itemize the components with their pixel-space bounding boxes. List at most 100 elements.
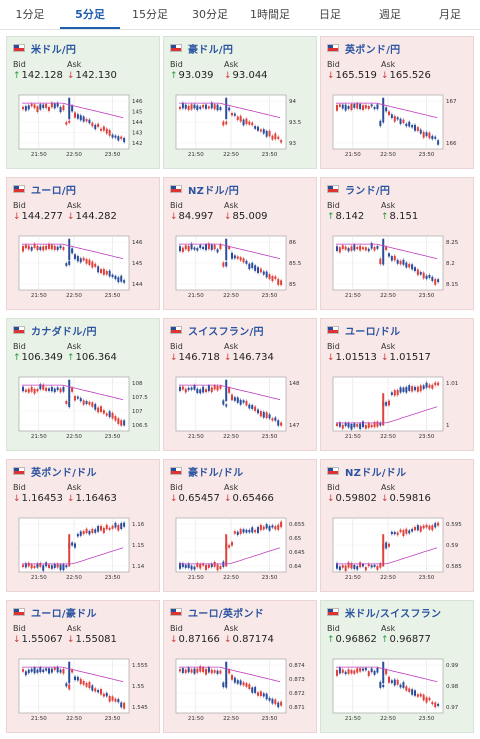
price-chart[interactable]: 1.555 1.55 1.545 21:50 22:50 23:50 — [17, 657, 151, 729]
pair-name[interactable]: 豪ドル/ドル — [188, 467, 244, 479]
candle — [251, 527, 254, 533]
candle — [213, 104, 216, 110]
moving-average-line — [22, 384, 124, 401]
candle — [347, 562, 350, 568]
bid-value: 84.997 — [178, 211, 214, 222]
pair-name[interactable]: ユーロ/円 — [31, 185, 77, 197]
pair-name[interactable]: 英ポンド/ドル — [31, 467, 97, 479]
candle — [268, 274, 271, 279]
tab-6[interactable]: 日足 — [319, 8, 341, 21]
tab-5[interactable]: 1時間足 — [250, 8, 290, 21]
pair-name[interactable]: 英ポンド/円 — [345, 44, 401, 56]
candle — [59, 245, 62, 249]
candle — [210, 102, 213, 109]
candle — [367, 563, 370, 567]
ask-price: ↓85.009 — [224, 211, 278, 222]
candle — [402, 119, 405, 124]
currency-card[interactable]: ユーロ/英ポンド Bid Ask ↓0.87166 ↓0.87174 0.874 0.873… — [163, 600, 317, 733]
currency-card[interactable]: NZドル/ドル Bid Ask ↓0.59802 ↓0.59816 0.595 0.59 0.… — [320, 459, 474, 592]
candle — [59, 669, 62, 673]
candle — [385, 542, 388, 549]
candle — [97, 407, 100, 413]
price-chart[interactable]: 146 145 144 21:50 22:50 23:50 — [17, 234, 151, 306]
y-tick-label: 94 — [289, 99, 296, 105]
price-chart[interactable]: 0.99 0.98 0.97 21:50 22:50 23:50 — [331, 657, 465, 729]
currency-card[interactable]: 米ドル/円 Bid Ask ↑142.128 ↓142.130 146 145 144 143 1… — [6, 36, 160, 169]
price-chart[interactable]: 1.01 1 21:50 22:50 23:50 — [331, 375, 465, 447]
currency-card[interactable]: カナダドル/円 Bid Ask ↑106.349 ↑106.364 108 107.5 107… — [6, 318, 160, 451]
candle — [338, 247, 341, 253]
tab-4[interactable]: 30分足 — [192, 8, 228, 21]
price-chart[interactable]: 86 85.5 85 21:50 22:50 23:50 — [174, 234, 308, 306]
candle — [202, 386, 205, 393]
pair-name[interactable]: ランド/円 — [345, 185, 391, 197]
currency-card[interactable]: NZドル/円 Bid Ask ↓84.997 ↓85.009 86 85.5 85 21:50 2… — [163, 177, 317, 310]
price-chart[interactable]: 0.874 0.873 0.872 0.871 21:50 22:50 23:50 — [174, 657, 308, 729]
pair-name[interactable]: ユーロ/英ポンド — [188, 608, 265, 620]
currency-card[interactable]: 英ポンド/ドル Bid Ask ↓1.16453 ↓1.16463 1.16 1.15 1.1… — [6, 459, 160, 592]
candle — [265, 412, 268, 419]
tab-1[interactable]: 1分足 — [15, 8, 45, 21]
price-chart[interactable]: 108 107.5 107 106.5 21:50 22:50 23:50 — [17, 375, 151, 447]
ask-value: 144.282 — [75, 211, 117, 222]
candle — [102, 693, 105, 697]
candle — [274, 276, 277, 279]
flag-icon — [327, 185, 339, 193]
currency-card[interactable]: ユーロ/豪ドル Bid Ask ↓1.55067 ↓1.55081 1.555 1.55 1.… — [6, 600, 160, 733]
x-tick-label: 21:50 — [31, 434, 47, 440]
candle — [259, 129, 262, 132]
price-chart[interactable]: 0.595 0.59 0.585 21:50 22:50 23:50 — [331, 516, 465, 588]
currency-card[interactable]: 米ドル/スイスフラン Bid Ask ↑0.96862 ↑0.96877 0.99 0.98… — [320, 600, 474, 733]
y-tick-label: 93.5 — [289, 120, 302, 126]
currency-card[interactable]: スイスフラン/円 Bid Ask ↓146.718 ↓146.734 148 147 21:5… — [163, 318, 317, 451]
candle — [399, 387, 402, 393]
currency-card[interactable]: 豪ドル/ドル Bid Ask ↓0.65457 ↓0.65466 0.655 0.65 0.6… — [163, 459, 317, 592]
tab-7[interactable]: 週足 — [379, 8, 401, 21]
pair-name[interactable]: 豪ドル/円 — [188, 44, 234, 56]
price-chart[interactable]: 8.25 8.2 8.15 21:50 22:50 23:50 — [331, 234, 465, 306]
pair-name[interactable]: 米ドル/円 — [31, 44, 77, 56]
pair-name[interactable]: 米ドル/スイスフラン — [345, 608, 442, 620]
candle — [370, 424, 373, 428]
candle — [373, 564, 376, 567]
candle — [350, 563, 353, 569]
price-chart[interactable]: 1.16 1.15 1.14 21:50 22:50 23:50 — [17, 516, 151, 588]
currency-card[interactable]: ユーロ/円 Bid Ask ↓144.277 ↓144.282 146 145 144 21:5… — [6, 177, 160, 310]
price-chart[interactable]: 146 145 144 143 142 21:50 22:50 23:50 — [17, 93, 151, 165]
price-chart[interactable]: 0.655 0.65 0.645 0.64 21:50 22:50 23:50 — [174, 516, 308, 588]
price-chart[interactable]: 94 93.5 93 21:50 22:50 23:50 — [174, 93, 308, 165]
currency-card[interactable]: ランド/円 Bid Ask ↑8.142 ↑8.151 8.25 8.2 8.15 21:50 2… — [320, 177, 474, 310]
pair-name[interactable]: NZドル/ドル — [345, 467, 407, 479]
prices-row: ↑0.96862 ↑0.96877 — [327, 634, 467, 645]
ask-value: 1.55081 — [75, 634, 117, 645]
tab-2[interactable]: 5分足 — [60, 0, 120, 29]
tab-3[interactable]: 15分足 — [132, 8, 168, 21]
candle — [196, 248, 199, 251]
candle — [425, 382, 428, 388]
pair-name[interactable]: スイスフラン/円 — [188, 326, 264, 338]
candle — [65, 683, 68, 687]
x-tick-label: 22:50 — [223, 293, 239, 299]
price-chart[interactable]: 167 166 21:50 22:50 23:50 — [331, 93, 465, 165]
currency-card[interactable]: 豪ドル/円 Bid Ask ↑93.039 ↓93.044 94 93.5 93 21:50 22… — [163, 36, 317, 169]
x-tick-label: 23:50 — [105, 716, 121, 722]
currency-card[interactable]: ユーロ/ドル Bid Ask ↓1.01513 ↓1.01517 1.01 1 21:50 22… — [320, 318, 474, 451]
currency-card[interactable]: 英ポンド/円 Bid Ask ↓165.519 ↓165.526 167 166 21:50 2… — [320, 36, 474, 169]
candle — [376, 565, 379, 570]
pair-name[interactable]: ユーロ/ドル — [345, 326, 401, 338]
candle — [353, 244, 356, 251]
price-labels: Bid Ask — [13, 483, 153, 492]
tab-8[interactable]: 月足 — [439, 8, 461, 21]
arrow-down-icon: ↓ — [170, 353, 178, 363]
pair-name[interactable]: NZドル/円 — [188, 185, 240, 197]
candle — [362, 563, 364, 567]
pair-name[interactable]: ユーロ/豪ドル — [31, 608, 97, 620]
candle — [213, 385, 216, 390]
candle — [259, 691, 262, 697]
pair-name[interactable]: カナダドル/円 — [31, 326, 97, 338]
price-chart[interactable]: 148 147 21:50 22:50 23:50 — [174, 375, 308, 447]
flag-icon — [327, 467, 339, 475]
candle — [111, 274, 114, 278]
x-tick-label: 22:50 — [66, 575, 82, 581]
candle — [254, 687, 257, 693]
